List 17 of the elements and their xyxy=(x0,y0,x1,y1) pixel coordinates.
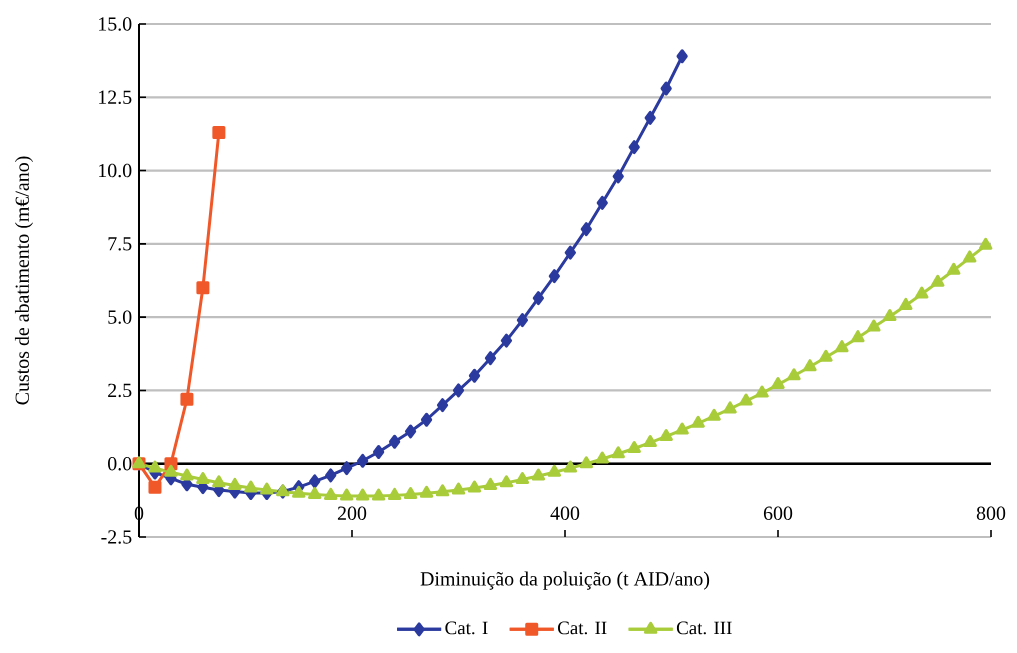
legend-label: Cat. II xyxy=(558,621,607,635)
y-tick-label: 10.0 xyxy=(99,163,132,178)
legend-label: Cat. I xyxy=(445,621,488,635)
y-tick-label: -2.5 xyxy=(101,530,132,544)
y-axis-title: Custos de abatimento (m€/ano) xyxy=(14,156,34,405)
y-tick-label: 2.5 xyxy=(108,383,132,398)
y-tick-label: 15.0 xyxy=(99,17,132,31)
legend-label: Cat. III xyxy=(676,621,732,635)
y-tick-label: 12.5 xyxy=(99,90,132,105)
y-tick-label: 5.0 xyxy=(108,310,132,324)
y-tick-label: 7.5 xyxy=(108,237,132,251)
x-tick-label: 600 xyxy=(763,506,793,520)
x-tick-label: 800 xyxy=(976,506,1006,520)
x-tick-label: 200 xyxy=(337,506,367,520)
x-tick-label: 400 xyxy=(550,506,580,520)
y-tick-label: 0.0 xyxy=(108,456,132,471)
x-axis-title: Diminuição da poluição (t AID/ano) xyxy=(420,571,710,590)
